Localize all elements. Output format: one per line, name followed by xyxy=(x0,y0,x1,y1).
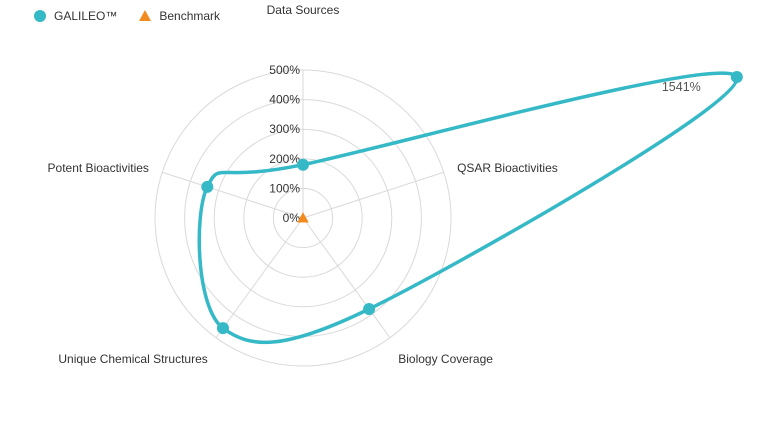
tick-label: 500% xyxy=(269,63,300,77)
spoke-qsar-bioactivities xyxy=(302,171,444,219)
data-point-galileo-unique-chemical-structures[interactable] xyxy=(216,322,229,335)
axis-label-potent-bioactivities: Potent Bioactivities xyxy=(48,161,149,175)
axis-labels: Data Sources QSAR Bioactivities Biology Co… xyxy=(48,3,558,366)
spoke-potent-bioactivities xyxy=(162,171,304,219)
tick-label: 100% xyxy=(269,181,300,195)
data-point-galileo-biology-coverage[interactable] xyxy=(363,302,376,315)
legend-item-galileo[interactable]: GALILEO™ xyxy=(34,9,117,23)
series-galileo xyxy=(197,71,743,345)
radial-tick-labels: 0% 100% 200% 300% 400% 500% xyxy=(269,63,300,225)
chart-legend: GALILEO™ Benchmark xyxy=(34,6,242,26)
spoke-biology-coverage xyxy=(302,217,391,339)
tick-label: 0% xyxy=(283,211,301,225)
data-label-qsar-bioactivities: 1541% xyxy=(662,80,701,94)
series-benchmark xyxy=(297,212,309,223)
legend-label-galileo: GALILEO™ xyxy=(54,9,118,23)
axis-label-unique-chemical-structures: Unique Chemical Structures xyxy=(58,352,207,366)
legend-circle-marker xyxy=(34,10,46,22)
axis-label-qsar-bioactivities: QSAR Bioactivities xyxy=(457,161,558,175)
data-labels: 1541% xyxy=(662,80,701,94)
spoke-unique-chemical-structures xyxy=(215,217,304,339)
tick-label: 400% xyxy=(269,93,300,107)
axis-label-data-sources: Data Sources xyxy=(267,3,340,17)
data-point-galileo-qsar-bioactivities[interactable] xyxy=(730,71,743,84)
axis-label-biology-coverage: Biology Coverage xyxy=(398,352,493,366)
series-layer xyxy=(197,71,743,345)
series-line-galileo xyxy=(197,71,739,345)
tick-label: 300% xyxy=(269,122,300,136)
legend-item-benchmark[interactable]: Benchmark xyxy=(139,9,220,23)
data-point-galileo-potent-bioactivities[interactable] xyxy=(201,180,214,193)
data-point-galileo-data-sources[interactable] xyxy=(297,158,309,171)
tick-label: 200% xyxy=(269,152,300,166)
radar-grid xyxy=(154,69,452,367)
data-point-benchmark-potent-bioactivities[interactable] xyxy=(297,212,309,223)
legend-label-benchmark: Benchmark xyxy=(159,9,221,23)
legend-triangle-marker xyxy=(139,9,152,21)
